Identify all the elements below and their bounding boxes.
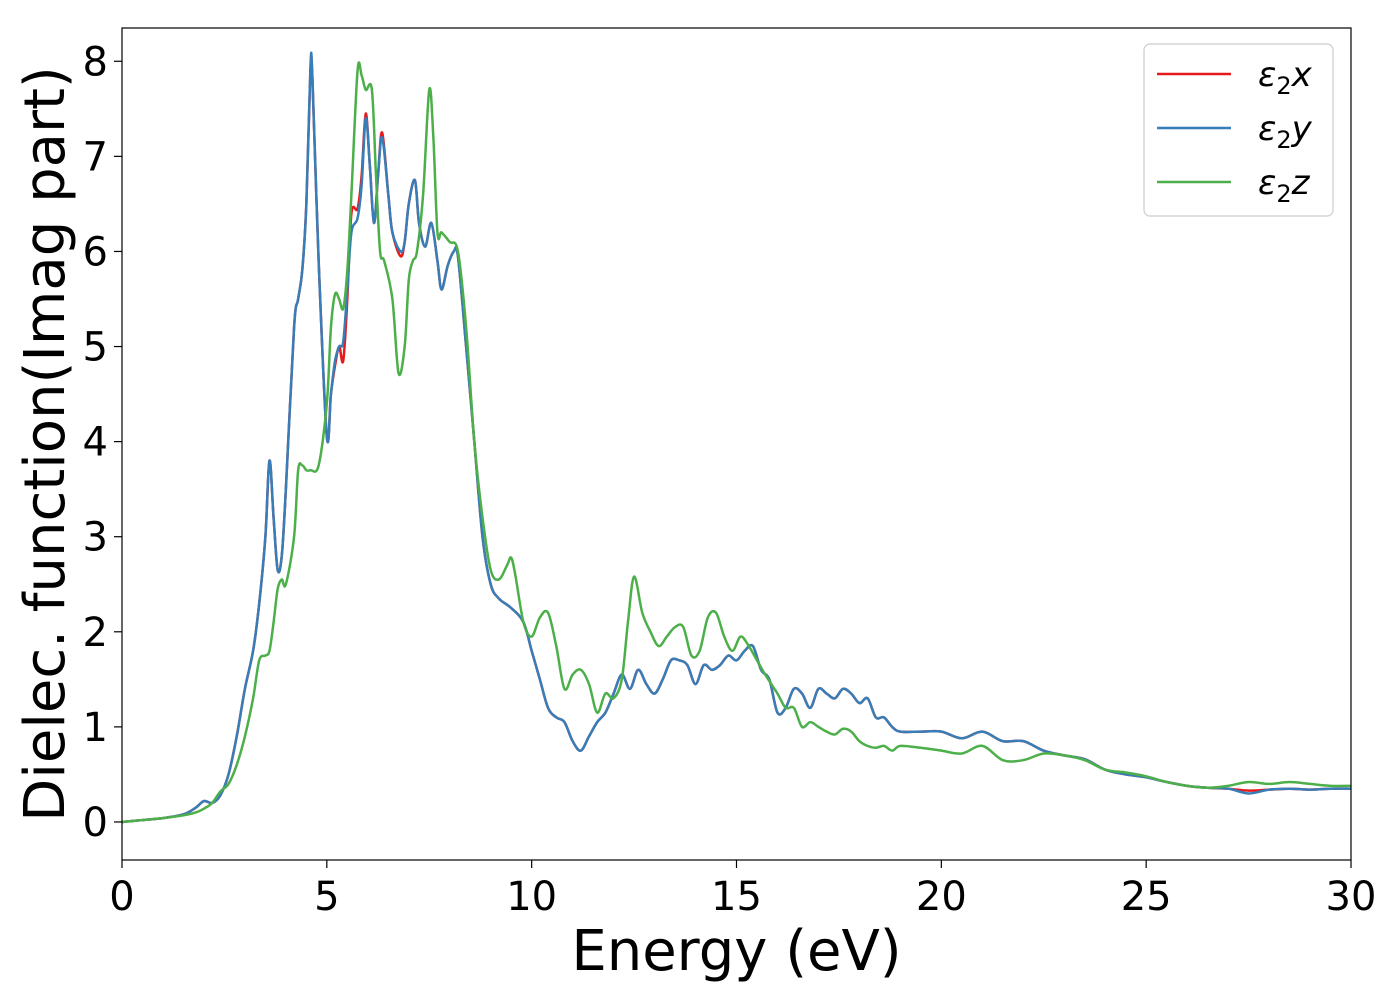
series-layer	[122, 51, 1351, 824]
legend-label-x: ε2x	[1258, 55, 1313, 100]
legend-label-z: ε2z	[1258, 163, 1311, 208]
y-tick-label: 7	[83, 134, 108, 180]
series-line-y	[122, 51, 1351, 824]
y-tick-label: 1	[83, 705, 108, 751]
y-tick-label: 2	[83, 610, 108, 656]
x-tick-label: 30	[1326, 874, 1377, 920]
legend: ε2x ε2y ε2z	[1143, 43, 1334, 217]
x-tick-label: 0	[109, 874, 134, 920]
y-tick-label: 8	[83, 39, 108, 85]
x-tick-label: 5	[314, 874, 339, 920]
y-axis-label: Dielec. function(Imag part)	[13, 66, 78, 822]
y-tick-label: 6	[83, 229, 108, 275]
x-tick-label: 10	[506, 874, 557, 920]
y-tick-label: 3	[83, 515, 108, 561]
x-axis-label: Energy (eV)	[571, 919, 901, 984]
y-tick-label: 0	[83, 800, 108, 846]
x-tick-label: 20	[916, 874, 967, 920]
x-tick-label: 25	[1121, 874, 1172, 920]
series-line-z	[122, 61, 1351, 824]
legend-label-y: ε2y	[1258, 109, 1313, 154]
y-tick-label: 4	[83, 420, 108, 466]
legend-box	[1143, 43, 1334, 217]
x-tick-label: 15	[711, 874, 762, 920]
plot-frame	[121, 27, 1352, 861]
ticks-layer: 0 5 10 15 20 25 30 0 1 2 3 4 5 6 7 8	[83, 39, 1377, 920]
y-tick-label: 5	[83, 325, 108, 371]
